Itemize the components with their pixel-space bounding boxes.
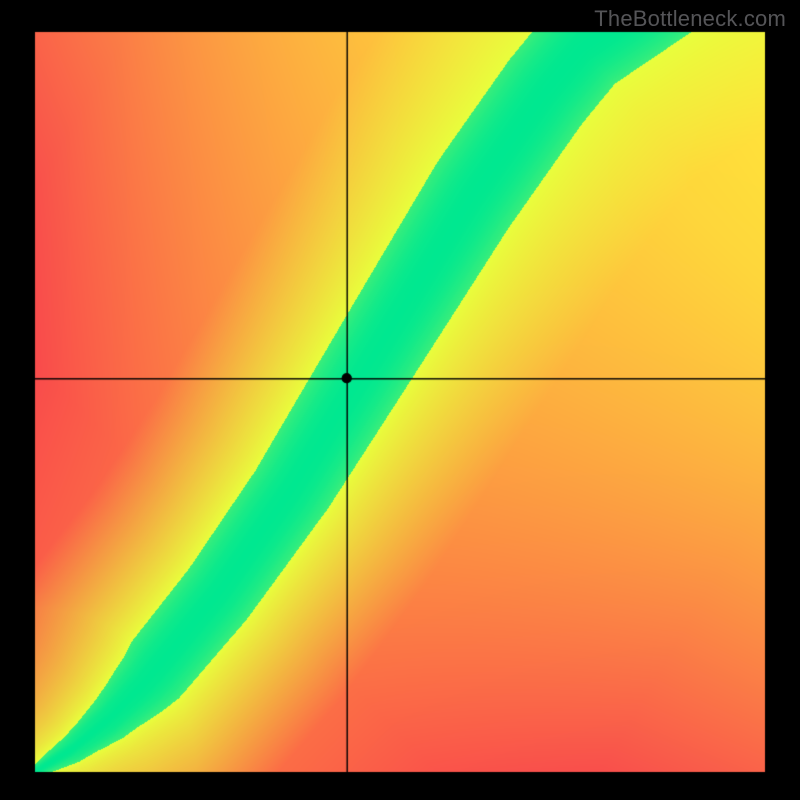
chart-container: { "watermark_text": "TheBottleneck.com",…	[0, 0, 800, 800]
heatmap-canvas	[0, 0, 800, 800]
